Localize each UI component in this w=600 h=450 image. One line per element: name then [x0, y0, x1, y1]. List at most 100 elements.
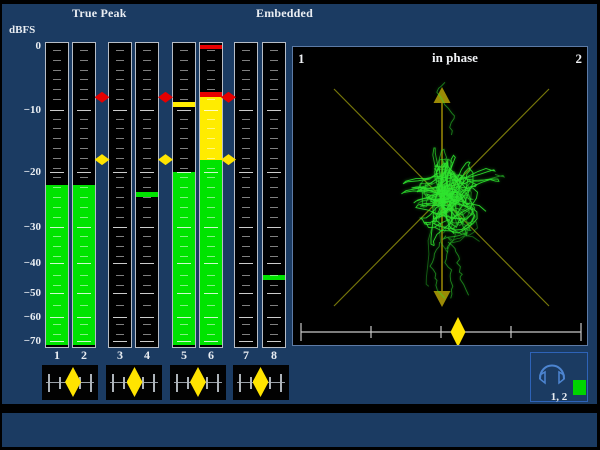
bar-tick: [50, 317, 64, 318]
bar-tick: [242, 99, 250, 100]
bar-tick: [270, 285, 278, 286]
bar-tick: [207, 256, 215, 257]
bar-tick: [143, 217, 151, 218]
bar-tick: [53, 324, 61, 325]
db-scale-label: −50: [23, 287, 41, 299]
bar-tick: [80, 305, 88, 306]
bar-tick: [116, 138, 124, 139]
bar-tick: [267, 317, 281, 318]
bar-tick: [53, 256, 61, 257]
bar-tick: [242, 236, 250, 237]
bar-tick: [270, 70, 278, 71]
bar-tick: [204, 293, 218, 294]
screen-frame-bottom: [0, 447, 600, 450]
bar-tick: [113, 263, 127, 264]
liss-right-channel-label: 2: [575, 51, 583, 66]
phase-correlation-diamond: [126, 367, 143, 397]
bar-tick: [239, 227, 253, 228]
bar-tick: [239, 293, 253, 294]
bar-tick: [242, 324, 250, 325]
bar-tick: [207, 236, 215, 237]
bar-tick: [116, 70, 124, 71]
phase-status-label: in phase: [432, 50, 478, 65]
channel-number: 1: [54, 348, 60, 362]
bar-tick: [80, 275, 88, 276]
bar-tick: [180, 177, 188, 178]
bar-tick: [204, 317, 218, 318]
bar-tick: [80, 324, 88, 325]
bar-tick: [116, 197, 124, 198]
bar-tick: [207, 70, 215, 71]
bar-tick: [239, 341, 253, 342]
bar-tick: [239, 317, 253, 318]
liss-left-channel-label: 1: [298, 51, 305, 66]
clip-indicator: [200, 45, 222, 49]
bar-tick: [177, 293, 191, 294]
bar-tick: [80, 187, 88, 188]
bar-tick: [270, 177, 278, 178]
bar-tick: [180, 89, 188, 90]
bar-tick: [180, 334, 188, 335]
bar-tick: [180, 207, 188, 208]
bar-fill: [200, 159, 222, 345]
bar-tick: [270, 324, 278, 325]
pair-phase-meter-1,2: [42, 365, 98, 400]
bar-tick: [80, 70, 88, 71]
phase-scale-tick: [48, 373, 51, 392]
bar-tick: [143, 138, 151, 139]
bar-tick: [242, 197, 250, 198]
bar-tick: [53, 50, 61, 51]
bar-tick: [180, 324, 188, 325]
bar-tick: [50, 172, 64, 173]
bar-tick: [267, 263, 281, 264]
bar-tick: [116, 177, 124, 178]
bar-tick: [270, 187, 278, 188]
bar-tick: [140, 293, 154, 294]
bar-tick: [53, 236, 61, 237]
bar-tick: [270, 236, 278, 237]
bar-tick: [143, 70, 151, 71]
bar-tick: [143, 236, 151, 237]
headphone-channels-label: 1, 2: [550, 391, 568, 403]
bar-tick: [242, 119, 250, 120]
pair-phase-meter-5,6: [169, 365, 226, 400]
bar-tick: [53, 138, 61, 139]
bar-tick: [113, 317, 127, 318]
bar-tick: [50, 341, 64, 342]
bar-tick: [180, 275, 188, 276]
bar-tick: [113, 110, 127, 111]
bar-tick: [180, 99, 188, 100]
status-bar-separator: [0, 404, 600, 413]
bar-tick: [204, 172, 218, 173]
bar-tick: [116, 275, 124, 276]
headphone-icon: [539, 364, 565, 385]
bar-tick: [80, 60, 88, 61]
bar-tick: [207, 324, 215, 325]
audio-bar-3: [108, 42, 132, 348]
bar-tick: [143, 50, 151, 51]
phase-scale-tick: [238, 373, 241, 392]
bar-tick: [270, 89, 278, 90]
bar-tick: [267, 293, 281, 294]
bar-tick: [116, 128, 124, 129]
bar-tick: [207, 246, 215, 247]
bar-tick: [53, 168, 61, 169]
bar-tick: [270, 158, 278, 159]
phase-scale-tick: [175, 373, 178, 392]
bar-tick: [80, 334, 88, 335]
bar-fill: [200, 92, 222, 98]
phase-correlation-diamond: [252, 367, 269, 397]
bar-tick: [204, 110, 218, 111]
channel-number: 4: [144, 348, 150, 362]
bar-tick: [207, 207, 215, 208]
bar-fill: [73, 185, 95, 345]
audio-bar-6: [199, 42, 223, 348]
bar-tick: [207, 60, 215, 61]
bar-tick: [180, 128, 188, 129]
bar-tick: [177, 110, 191, 111]
db-scale-label: −40: [23, 257, 41, 269]
bar-tick: [180, 236, 188, 237]
bar-tick: [53, 246, 61, 247]
bar-tick: [242, 246, 250, 247]
